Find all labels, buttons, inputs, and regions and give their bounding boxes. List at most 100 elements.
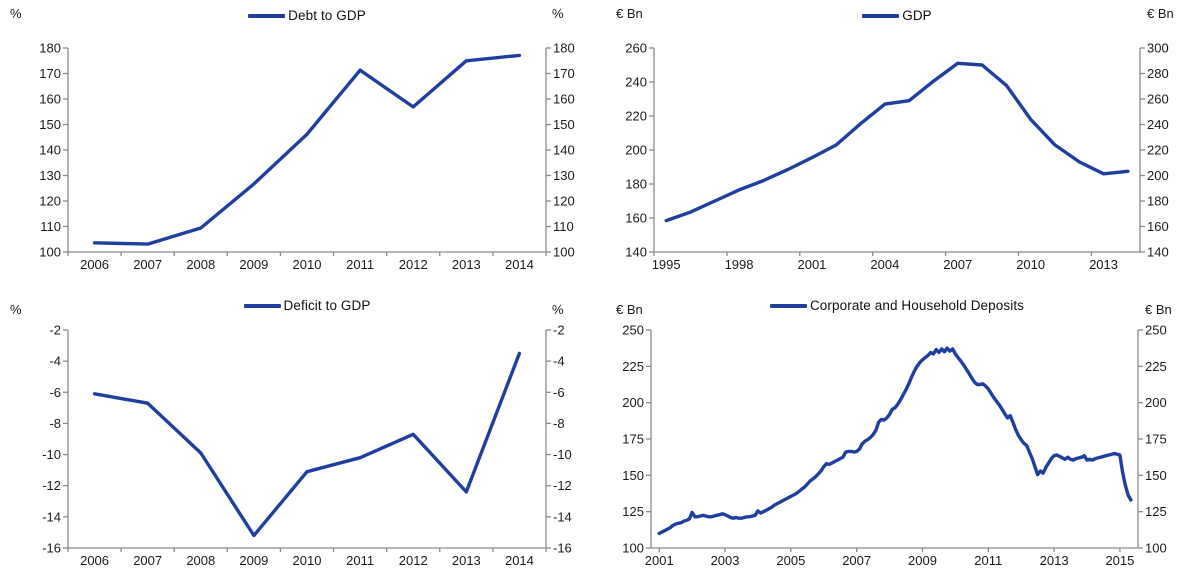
x-axis-tick-label: 2007 [943,257,972,272]
x-axis-tick-label: 1998 [725,257,754,272]
right-axis-tick-label: 170 [553,66,575,81]
right-axis-tick-label: -4 [553,354,565,369]
x-axis-tick-label: 2005 [776,553,805,568]
right-axis-tick-label: 180 [553,41,575,56]
right-axis-tick-label: -12 [553,478,572,493]
right-axis-tick-label: -14 [553,509,572,524]
x-axis-tick-label: 2006 [80,553,109,568]
left-axis-unit-label: % [10,302,22,317]
left-axis-tick-label: -6 [49,385,61,400]
left-axis-tick-label: 120 [39,194,61,209]
x-axis-tick-label: 2001 [645,553,674,568]
x-axis-tick-label: 2014 [505,257,534,272]
x-axis-tick-label: 1995 [652,257,681,272]
left-axis-unit-label: € Bn [616,6,643,21]
debt-to-gdp-series-line [92,53,522,246]
left-axis-tick-label: 240 [625,75,647,90]
x-axis-tick-label: 2006 [80,257,109,272]
deficit-to-gdp-plot: -2 -4 -6 -8 -10 -12 -14 -16 -2 -4 -6 -8 -10 -12 -14 -16… [42,323,572,569]
left-axis-tick-label: -14 [42,509,61,524]
right-axis-tick-label: 140 [1147,245,1169,260]
left-axis-tick-label: 150 [39,117,61,132]
left-axis-tick-label: 175 [622,432,644,447]
right-axis-tick-label: 220 [1147,143,1169,158]
left-axis-tick-label: 225 [622,359,644,374]
right-axis-tick-label: 240 [1147,117,1169,132]
x-axis-tick-label: 2013 [1089,257,1118,272]
chart-gdp: 260 240 220 200 180 160 140 300 280 260 240 220 200 1… [600,0,1200,290]
left-axis-tick-label: -16 [42,541,61,556]
chart-deficit-to-gdp: -2 -4 -6 -8 -10 -12 -14 -16 -2 -4 -6 -8 -10 -12 -14 -16… [0,290,600,579]
right-axis-tick-label: 180 [1147,194,1169,209]
right-axis-unit-label: € Bn [1145,302,1172,317]
x-axis-tick-label: 2010 [293,257,322,272]
right-axis-unit-label: € Bn [1147,6,1174,21]
corporate-household-deposits-series-line [657,346,1133,536]
left-axis-tick-label: 125 [622,504,644,519]
chart-debt-to-gdp: 180 170 160 150 140 130 120 110 100 180 170 160 150 1… [0,0,600,290]
x-axis-tick-label: 2011 [346,257,374,272]
x-axis-tick-label: 2013 [1040,553,1069,568]
left-axis-tick-label: 110 [40,219,61,234]
left-axis-tick-label: -4 [49,354,61,369]
right-axis-tick-label: 175 [1145,432,1167,447]
x-axis-tick-label: 2012 [399,553,428,568]
right-axis-tick-label: 150 [553,117,575,132]
x-axis-tick-label: 2013 [452,553,481,568]
deficit-to-gdp-series-line [92,351,522,538]
right-axis-tick-label: 110 [553,219,574,234]
right-axis-tick-label: -8 [553,416,565,431]
x-axis-tick-label: 2008 [186,553,215,568]
x-axis-tick-label: 2011 [974,553,1002,568]
debt-to-gdp-plot: 180 170 160 150 140 130 120 110 100 180 170 160 150 1… [39,41,575,273]
right-axis-tick-label: 250 [1145,323,1167,338]
left-axis-tick-label: 160 [625,211,647,226]
left-axis-tick-label: 170 [39,66,61,81]
right-axis-tick-label: 200 [1145,395,1167,410]
right-axis-tick-label: 280 [1147,66,1169,81]
left-axis-tick-label: -8 [49,416,61,431]
left-axis-tick-label: 180 [39,41,61,56]
left-axis-tick-label: 140 [39,143,61,158]
left-axis-tick-label: -12 [42,478,61,493]
x-axis-tick-label: 2009 [239,257,268,272]
left-axis-tick-label: 220 [625,109,647,124]
right-axis-tick-label: 125 [1145,504,1167,519]
right-axis-tick-label: 130 [553,168,575,183]
x-axis-tick-label: 2009 [908,553,937,568]
gdp-series-line [664,61,1130,223]
left-axis-tick-label: 180 [625,177,647,192]
right-axis-tick-label: 200 [1147,168,1169,183]
x-axis-tick-label: 2014 [505,553,534,568]
x-axis-tick-label: 2013 [452,257,481,272]
x-axis-tick-label: 2007 [842,553,871,568]
x-axis-tick-label: 2012 [399,257,428,272]
right-axis-tick-label: 160 [1147,219,1169,234]
right-axis-tick-label: 225 [1145,359,1167,374]
left-axis-tick-label: 130 [39,168,61,183]
right-axis-tick-label: -6 [553,385,565,400]
x-axis-tick-label: 2007 [133,257,162,272]
x-axis-tick-label: 2008 [186,257,215,272]
left-axis-tick-label: 100 [39,245,61,260]
right-axis-tick-label: 150 [1145,468,1167,483]
right-axis-tick-label: 300 [1147,41,1169,56]
x-axis-tick-label: 2010 [1016,257,1045,272]
deposits-plot: 250 225 200 175 150 125 100 250 225 200 175 150 125 1… [622,323,1167,569]
right-axis-tick-label: 120 [553,194,575,209]
x-axis-tick-label: 2015 [1105,553,1134,568]
left-axis-tick-label: 140 [625,245,647,260]
x-axis-tick-label: 2011 [346,553,374,568]
x-axis-tick-label: 2007 [133,553,162,568]
left-axis-unit-label: € Bn [616,302,643,317]
right-axis-tick-label: 100 [553,245,575,260]
right-axis-tick-label: -16 [553,541,572,556]
right-axis-tick-label: -10 [553,447,572,462]
left-axis-tick-label: 150 [622,468,644,483]
x-axis-tick-label: 2003 [711,553,740,568]
gdp-plot: 2602402202001801601403002802602402202001… [625,41,1169,273]
right-axis-tick-label: 100 [1145,541,1167,556]
x-axis-tick-label: 2009 [239,553,268,568]
left-axis-tick-label: 160 [39,92,61,107]
